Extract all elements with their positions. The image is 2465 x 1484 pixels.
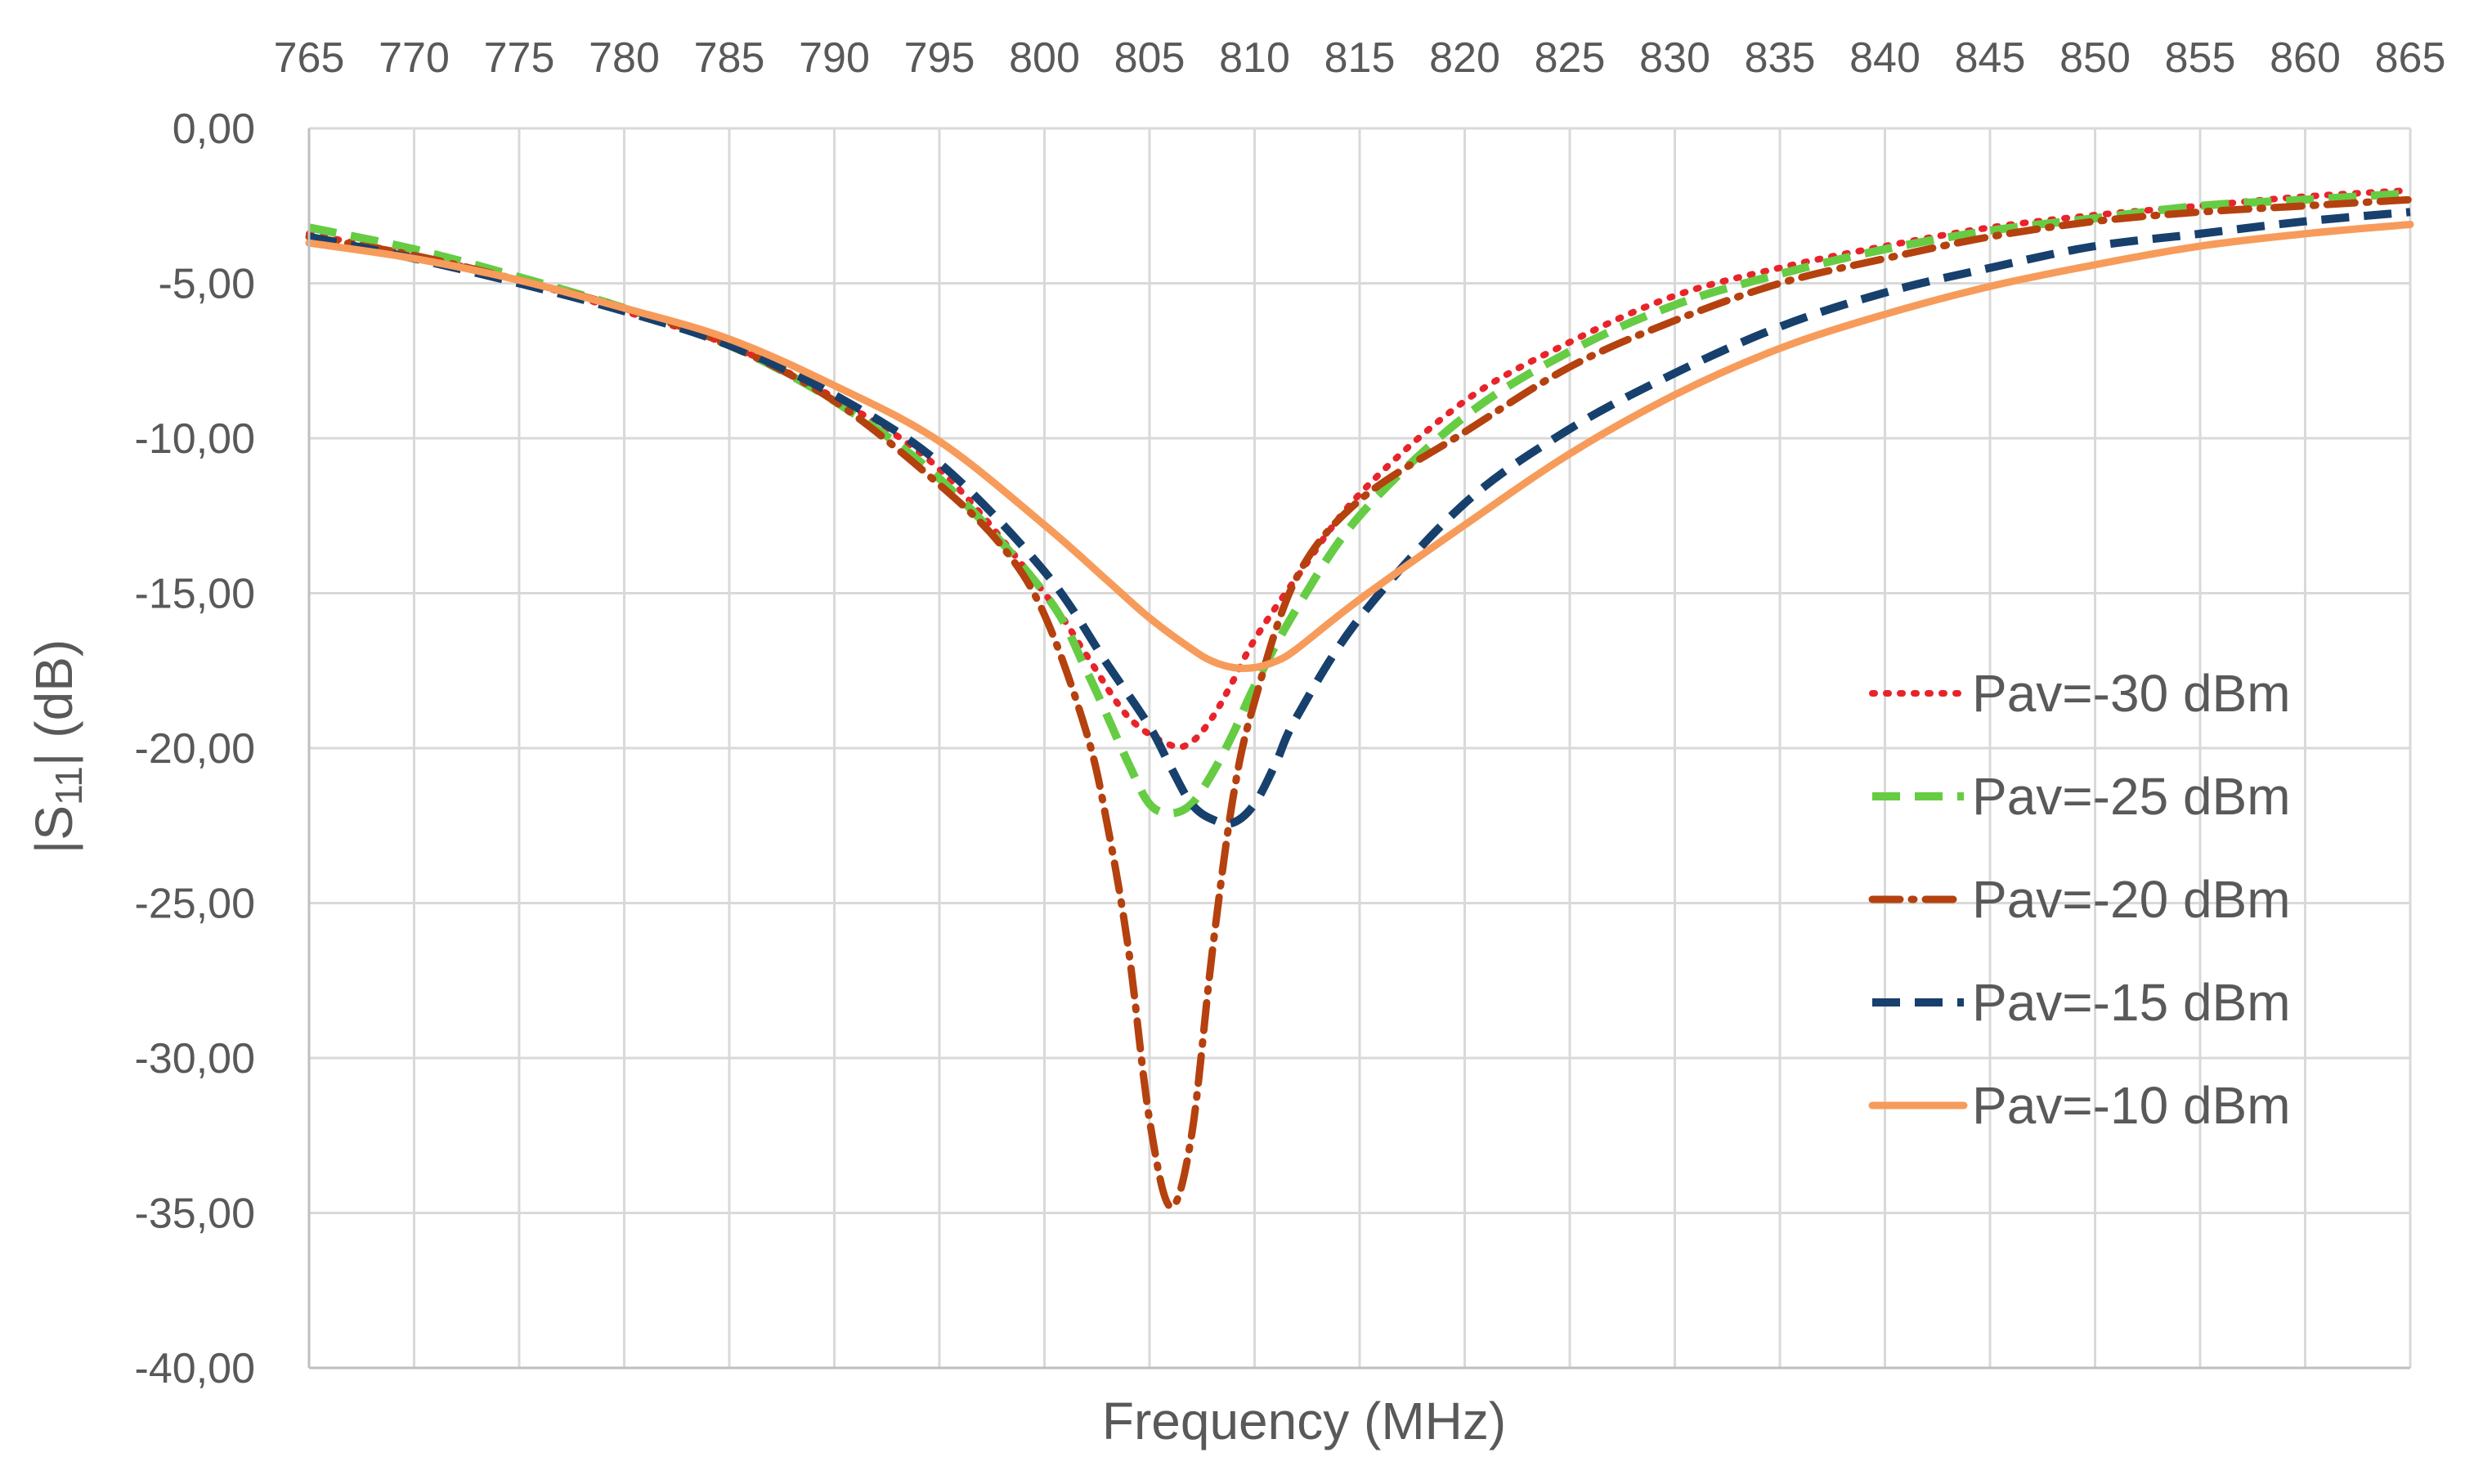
y-tick-label: -25,00 [135,881,255,928]
x-tick-label: 775 [484,34,555,82]
x-tick-label: 780 [589,34,660,82]
x-axis-title: Frequency (MHz) [1102,1392,1506,1450]
x-tick-label: 830 [1639,34,1710,82]
y-axis-title-subscript: 11 [47,766,90,805]
x-tick-label: 825 [1535,34,1606,82]
x-tick-label: 805 [1114,34,1185,82]
x-tick-label: 860 [2270,34,2341,82]
series-line-pav-10-dbm [305,221,2414,672]
y-tick-label: -5,00 [158,261,255,308]
series-line-pav-30-dbm [306,186,2413,751]
y-axis-title: |S11| (dB) [25,639,90,854]
legend-label: Pav=-15 dBm [1972,973,2291,1032]
y-tick-label: -10,00 [135,415,255,463]
y-tick-label: -30,00 [135,1035,255,1083]
x-tick-label: 820 [1429,34,1500,82]
series-line-pav-15-dbm [307,208,2411,828]
series-line-pav-25-dbm [307,189,2411,818]
y-tick-label: -15,00 [135,571,255,618]
x-tick-label: 795 [904,34,975,82]
legend-label: Pav=-10 dBm [1972,1076,2291,1135]
x-tick-label: 790 [799,34,870,82]
legend-label: Pav=-25 dBm [1972,767,2291,826]
x-tick-label: 810 [1219,34,1290,82]
x-tick-label: 785 [694,34,765,82]
series-line-pav-20-dbm [305,195,2414,1211]
legend: Pav=-30 dBm Pav=-25 dBm Pav=-20 dBm Pav=-15… [1868,664,2291,1135]
y-tick-label: -35,00 [135,1190,255,1238]
x-tick-label: 850 [2059,34,2131,82]
x-tick-label: 855 [2165,34,2236,82]
y-axis-title-suffix: | (dB) [25,639,83,766]
x-tick-label: 770 [379,34,450,82]
x-tick-label: 865 [2375,34,2446,82]
x-tick-label: 835 [1745,34,1816,82]
y-axis-title-prefix: |S [25,805,83,854]
axes: 765 770 775 780 785 790 795 800 805 810 815 820 825 8… [135,34,2446,1392]
legend-label: Pav=-30 dBm [1972,664,2291,723]
y-tick-label: -20,00 [135,725,255,773]
x-tick-label: 815 [1324,34,1396,82]
x-tick-label: 840 [1849,34,1920,82]
x-tick-label: 845 [1955,34,2026,82]
x-tick-label: 765 [274,34,345,82]
y-tick-label: -40,00 [135,1345,255,1392]
legend-label: Pav=-20 dBm [1972,870,2291,929]
grid-lines [307,127,2412,1370]
y-tick-label: 0,00 [173,105,255,153]
x-tick-label: 800 [1009,34,1080,82]
series-lines [305,186,2414,1211]
